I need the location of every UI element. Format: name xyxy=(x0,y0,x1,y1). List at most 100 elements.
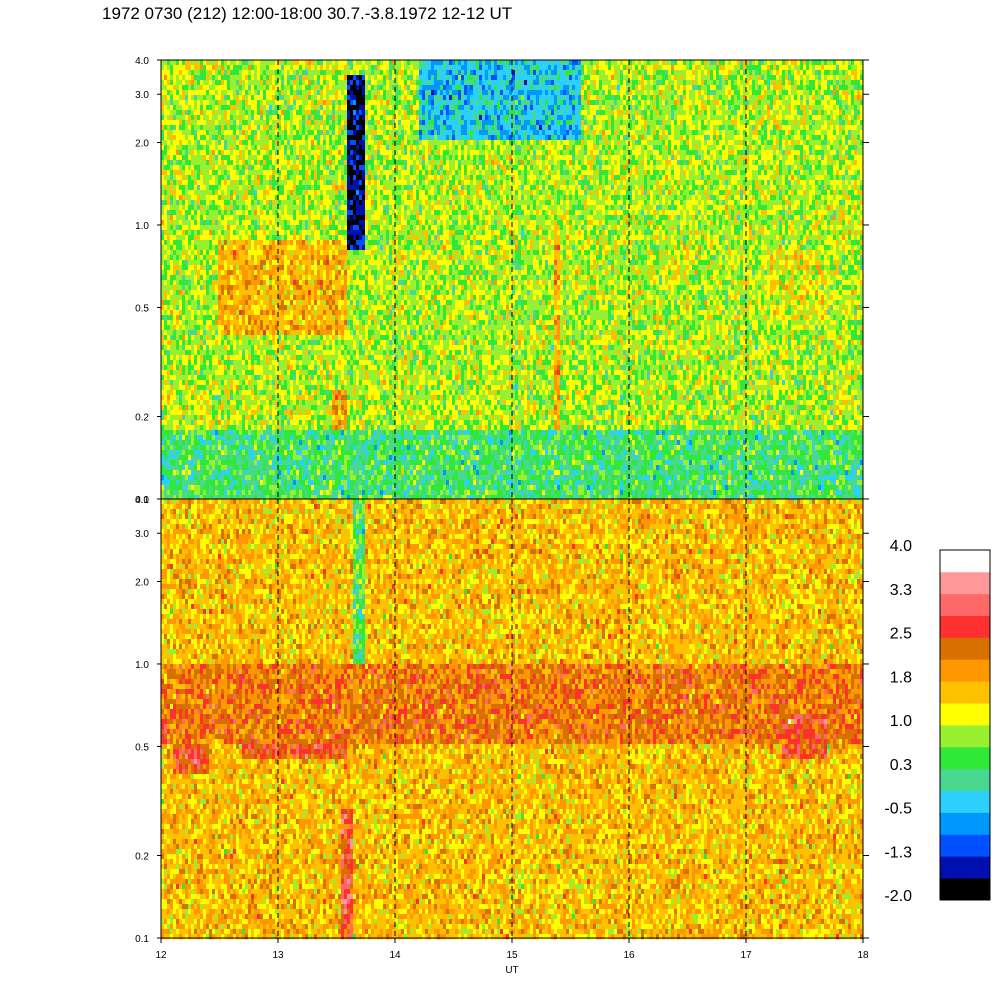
heatmap-cell xyxy=(221,115,225,121)
heatmap-cell xyxy=(260,390,264,396)
heatmap-cell xyxy=(287,235,291,241)
heatmap-cell xyxy=(326,135,330,141)
heatmap-cell xyxy=(221,185,225,191)
heatmap-cell xyxy=(227,400,231,406)
heatmap-cell xyxy=(215,245,219,251)
heatmap-cell xyxy=(287,220,291,226)
heatmap-cell xyxy=(212,310,216,316)
heatmap-cell xyxy=(272,100,276,106)
heatmap-cell xyxy=(302,360,306,366)
heatmap-cell xyxy=(272,80,276,86)
heatmap-cell xyxy=(188,150,192,156)
heatmap-cell xyxy=(185,140,189,146)
heatmap-cell xyxy=(188,420,192,426)
heatmap-cell xyxy=(173,410,177,416)
heatmap-cell xyxy=(194,160,198,166)
heatmap-cell xyxy=(191,405,195,411)
heatmap-cell xyxy=(218,480,222,486)
heatmap-cell xyxy=(188,395,192,401)
heatmap-cell xyxy=(164,200,168,206)
heatmap-cell xyxy=(272,250,276,256)
heatmap-cell xyxy=(212,60,216,66)
heatmap-cell xyxy=(194,480,198,486)
heatmap-cell xyxy=(182,335,186,341)
heatmap-cell xyxy=(266,225,270,231)
heatmap-cell xyxy=(311,280,315,286)
heatmap-cell xyxy=(293,335,297,341)
heatmap-cell xyxy=(281,465,285,471)
heatmap-cell xyxy=(212,290,216,296)
heatmap-cell xyxy=(161,380,165,386)
heatmap-cell xyxy=(263,175,267,181)
heatmap-cell xyxy=(194,485,198,491)
heatmap-cell xyxy=(320,220,324,226)
heatmap-cell xyxy=(248,165,252,171)
heatmap-cell xyxy=(221,260,225,266)
heatmap-cell xyxy=(179,260,183,266)
heatmap-cell xyxy=(254,60,258,66)
heatmap-cell xyxy=(266,325,270,331)
heatmap-cell xyxy=(191,310,195,316)
heatmap-cell xyxy=(290,195,294,201)
heatmap-cell xyxy=(305,180,309,186)
heatmap-cell xyxy=(293,170,297,176)
heatmap-cell xyxy=(317,90,321,96)
heatmap-cell xyxy=(209,65,213,71)
heatmap-cell xyxy=(278,335,282,341)
heatmap-cell xyxy=(320,425,324,431)
heatmap-cell xyxy=(185,450,189,456)
heatmap-cell xyxy=(227,235,231,241)
heatmap-cell xyxy=(227,390,231,396)
heatmap-cell xyxy=(236,480,240,486)
heatmap-cell xyxy=(272,490,276,496)
heatmap-cell xyxy=(236,80,240,86)
heatmap-cell xyxy=(224,130,228,136)
heatmap-cell xyxy=(197,310,201,316)
heatmap-cell xyxy=(191,205,195,211)
heatmap-cell xyxy=(212,215,216,221)
heatmap-cell xyxy=(194,395,198,401)
heatmap-cell xyxy=(290,360,294,366)
heatmap-cell xyxy=(185,375,189,381)
heatmap-cell xyxy=(194,305,198,311)
heatmap-cell xyxy=(293,430,297,436)
heatmap-cell xyxy=(173,180,177,186)
heatmap-cell xyxy=(314,415,318,421)
heatmap-cell xyxy=(185,300,189,306)
heatmap-cell xyxy=(173,440,177,446)
heatmap-cell xyxy=(275,470,279,476)
heatmap-cell xyxy=(161,295,165,301)
heatmap-cell xyxy=(173,455,177,461)
heatmap-cell xyxy=(164,365,168,371)
heatmap-cell xyxy=(287,330,291,336)
heatmap-cell xyxy=(167,290,171,296)
heatmap-cell xyxy=(236,255,240,261)
heatmap-cell xyxy=(206,365,210,371)
heatmap-cell xyxy=(227,305,231,311)
heatmap-cell xyxy=(308,375,312,381)
heatmap-cell xyxy=(272,155,276,161)
heatmap-cell xyxy=(236,290,240,296)
heatmap-cell xyxy=(269,435,273,441)
heatmap-cell xyxy=(239,90,243,96)
heatmap-cell xyxy=(263,390,267,396)
heatmap-cell xyxy=(212,225,216,231)
heatmap-cell xyxy=(239,335,243,341)
heatmap-cell xyxy=(254,420,258,426)
heatmap-cell xyxy=(269,390,273,396)
heatmap-cell xyxy=(314,330,318,336)
heatmap-cell xyxy=(230,200,234,206)
heatmap-cell xyxy=(281,285,285,291)
heatmap-cell xyxy=(233,275,237,281)
heatmap-cell xyxy=(305,195,309,201)
heatmap-cell xyxy=(293,440,297,446)
heatmap-cell xyxy=(203,495,207,501)
heatmap-cell xyxy=(230,285,234,291)
heatmap-cell xyxy=(170,435,174,441)
heatmap-cell xyxy=(197,315,201,321)
heatmap-cell xyxy=(284,95,288,101)
heatmap-cell xyxy=(272,70,276,76)
heatmap-cell xyxy=(326,325,330,331)
heatmap-cell xyxy=(266,200,270,206)
heatmap-cell xyxy=(203,275,207,281)
